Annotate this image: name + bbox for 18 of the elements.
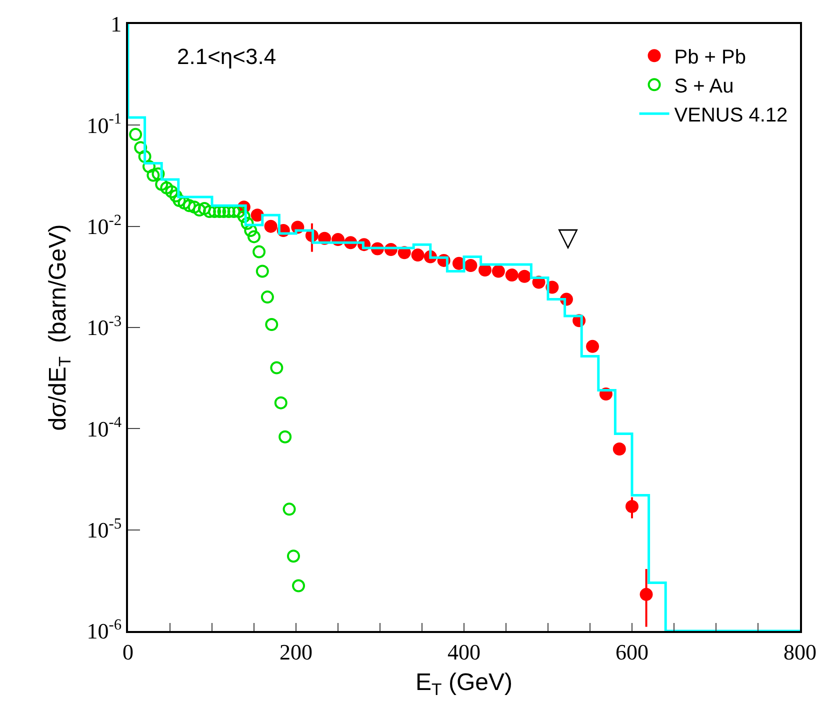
x-tick-label: 800 [784, 639, 816, 664]
y-tick-label: 10$^{-4}$ [86, 414, 122, 442]
y-tick-label: 10$^{-1}$ [86, 110, 122, 138]
annotation: ▽ [558, 223, 578, 253]
y-tick-label: 10$^{-5}$ [86, 515, 122, 543]
y-tick-label: 10$^{-6}$ [86, 616, 122, 644]
y-tick-label: 10$^{-2}$ [86, 212, 122, 240]
x-tick-label: 0 [122, 639, 134, 664]
legend-label: Pb + Pb [674, 46, 746, 68]
x-tick-label: 200 [280, 639, 312, 664]
legend-label: VENUS 4.12 [674, 104, 788, 126]
annotation: 2.1<η<3.4 [177, 44, 276, 69]
x-axis-title: E$_{T}$ (GeV) [416, 669, 512, 700]
legend-label: S + Au [674, 75, 734, 98]
y-tick-label: 10$^{-3}$ [86, 312, 122, 340]
y-tick-label: 1 [110, 12, 122, 37]
x-tick-label: 400 [448, 639, 480, 664]
x-tick-label: 600 [616, 639, 648, 664]
